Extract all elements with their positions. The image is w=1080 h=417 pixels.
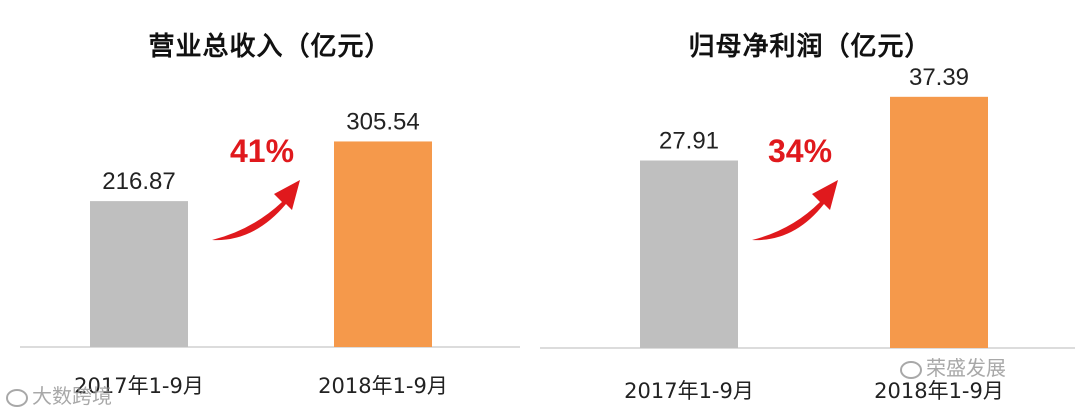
data-label: 37.39 <box>909 64 969 91</box>
watermark-right: 荣盛发展 <box>900 352 1006 381</box>
watermark-left: 大数跨境 <box>6 380 112 409</box>
data-label: 27.91 <box>659 128 719 155</box>
growth-label: 34% <box>768 133 832 169</box>
category-label: 2017年1-9月 <box>74 374 204 398</box>
bar <box>334 141 432 347</box>
bar <box>890 96 988 349</box>
watermark-text: 大数跨境 <box>32 384 112 408</box>
bar <box>640 160 738 348</box>
wechat-icon <box>900 360 922 379</box>
growth-arrow-icon <box>212 180 300 241</box>
chart-title: 营业总收入（亿元） <box>148 32 392 62</box>
chart-svg: 41% 216.87 2017年1-9月 305.54 2018年1-9月 <box>20 108 520 398</box>
data-label: 305.54 <box>346 108 419 135</box>
data-label: 216.87 <box>102 168 175 195</box>
growth-label: 41% <box>230 133 294 169</box>
logo-icon <box>6 388 28 407</box>
chart-svg: 34% 27.91 2017年1-9月 37.39 2018年1-9月 <box>540 64 1075 403</box>
category-label: 2018年1-9月 <box>318 374 448 398</box>
category-label: 2017年1-9月 <box>624 379 754 403</box>
chart-title: 归母净利润（亿元） <box>688 32 932 62</box>
watermark-text: 荣盛发展 <box>926 356 1006 380</box>
growth-arrow-icon <box>752 180 838 241</box>
category-label: 2018年1-9月 <box>874 379 1004 403</box>
chart-panel-revenue: 营业总收入（亿元） 41% 216.87 2017年1-9月 305.54 2018年1… <box>20 32 520 398</box>
bar <box>90 201 188 347</box>
chart-panel-net-profit: 归母净利润（亿元） 34% 27.91 2017年1-9月 37.39 2018年1-9… <box>540 0 1080 417</box>
